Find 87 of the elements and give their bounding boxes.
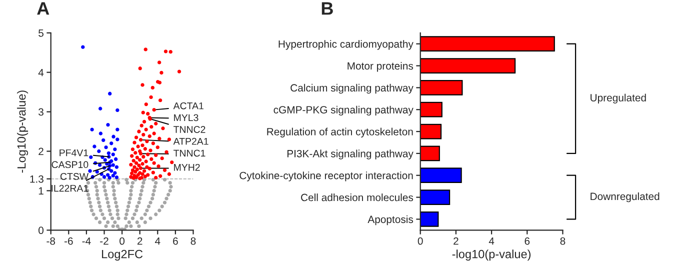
y-tick-label: 4: [38, 68, 44, 76]
y-tick-label: 1.3: [30, 175, 44, 183]
x-tick-label: 8: [560, 237, 566, 245]
x-tick-label: 0: [120, 237, 125, 245]
x-tick-label: -8: [46, 237, 56, 245]
x-tick-label: 8: [190, 237, 196, 245]
point: [116, 128, 120, 132]
point: [112, 134, 116, 138]
point: [110, 142, 114, 146]
y-tick-label: PI3K-Akt signaling pathway: [287, 150, 414, 160]
y-tick-label: Cell adhesion molecules: [301, 194, 414, 202]
y-tick-label: 1: [38, 187, 44, 194]
annotation: CASP10: [52, 161, 88, 168]
y-axis-title: -Log10(p-value): [17, 90, 28, 173]
point: [90, 128, 94, 132]
point: [113, 147, 117, 152]
annotation: ACTA1: [173, 102, 204, 110]
x-tick-label: -6: [64, 237, 73, 245]
x-tick-label: 0: [418, 237, 423, 245]
point: [103, 158, 107, 162]
point: [89, 155, 93, 160]
x-tick-label: 2: [137, 237, 142, 245]
point: [97, 149, 101, 154]
y-tick-label: Apoptosis: [368, 215, 414, 226]
bar: [420, 168, 462, 184]
bar: [420, 80, 463, 96]
point: [106, 151, 111, 156]
point: [81, 45, 85, 49]
point: [98, 106, 102, 110]
x-tick-label: 6: [173, 237, 178, 245]
y-tick-label: cGMP-PKG signaling pathway: [274, 106, 414, 116]
annotation: IL22RA1: [52, 184, 88, 192]
annotation: ATP2A1: [173, 138, 208, 145]
bar: [420, 102, 442, 118]
point: [111, 152, 115, 156]
point: [114, 165, 119, 169]
bar: [420, 124, 442, 140]
point: [113, 171, 117, 175]
point: [116, 108, 120, 112]
point: [102, 175, 106, 179]
y-tick-label: Calcium signaling pathway: [290, 84, 414, 94]
point: [108, 92, 112, 96]
y-tick-label: 2: [38, 148, 44, 156]
annotation: TNNC2: [174, 126, 206, 133]
bar: [420, 146, 440, 162]
point: [116, 138, 120, 142]
annotation: TNNC1: [174, 150, 206, 157]
point: [104, 145, 108, 150]
y-tick-label: Cytokine-cytokine receptor interaction: [240, 172, 413, 182]
bar: [420, 190, 450, 205]
x-tick-label: 4: [154, 237, 160, 245]
point: [106, 173, 110, 177]
point: [110, 169, 114, 173]
x-tick-label: -4: [82, 237, 91, 245]
point: [114, 175, 119, 180]
bar: [420, 212, 439, 227]
point: [102, 138, 106, 142]
x-tick-label: 4: [488, 237, 494, 245]
x-tick-label: 6: [524, 237, 530, 245]
annotation: MYH2: [174, 164, 200, 171]
text: Upregulated: [590, 94, 646, 104]
x-axis-title: -log10(p-value): [452, 250, 531, 261]
point: [98, 163, 102, 167]
y-tick-label: Hypertrophic cardiomyopathy: [278, 40, 414, 50]
point: [98, 132, 103, 136]
point: [88, 169, 92, 173]
chart-title: A: [37, 2, 50, 15]
y-tick-label: 3: [38, 108, 44, 116]
text: Downregulated: [590, 192, 660, 202]
x-axis-title: Log2FC: [102, 250, 143, 261]
x-tick-label: 2: [454, 237, 458, 245]
y-tick-label: Motor proteins: [348, 62, 414, 72]
bar: [420, 36, 555, 52]
point: [106, 122, 110, 127]
point: [114, 157, 118, 161]
annotation: PF4V1: [60, 149, 88, 156]
point: [111, 163, 115, 167]
point: [92, 144, 96, 148]
point: [111, 174, 115, 178]
y-tick-label: Regulation of actin cytoskeleton: [267, 128, 413, 138]
annotation: CTSW: [60, 173, 89, 180]
y-tick-label: 0: [38, 226, 44, 234]
chart-title: B: [322, 2, 333, 15]
y-tick-label: 5: [38, 29, 44, 37]
annotation: MYL3: [174, 114, 198, 122]
x-tick-label: -2: [100, 237, 108, 245]
bar: [420, 58, 516, 74]
